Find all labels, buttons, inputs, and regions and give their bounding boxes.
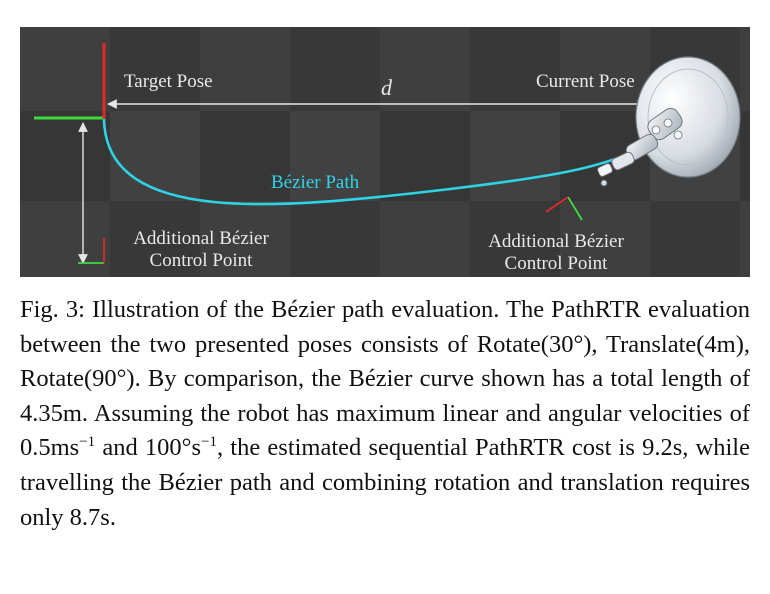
caption-superscript-1: −1 bbox=[79, 434, 96, 451]
target-pose-label: Target Pose bbox=[124, 71, 213, 92]
right-control-point-label-line1: Additional Bézier bbox=[488, 231, 624, 252]
caption-superscript-2: −1 bbox=[201, 434, 217, 451]
left-control-point-label-line1: Additional Bézier bbox=[133, 228, 269, 249]
figure-scene bbox=[20, 27, 750, 277]
figure-image: Target Pose Current Pose d Bézier Path A… bbox=[20, 27, 750, 277]
left-control-point-label-line2: Control Point bbox=[149, 250, 253, 271]
caption-text-3: , the estimated sequential PathRTR cost … bbox=[20, 434, 750, 531]
left-control-point-label: Additional Bézier Control Point bbox=[116, 228, 286, 272]
caption-text-1: Fig. 3: Illustration of the Bézier path … bbox=[20, 296, 750, 462]
robot-icon bbox=[597, 56, 741, 187]
bezier-path-label: Bézier Path bbox=[271, 172, 360, 193]
right-control-point-y-axis bbox=[545, 196, 569, 213]
right-control-point-label: Additional Bézier Control Point bbox=[466, 231, 646, 275]
right-control-point-x-axis bbox=[567, 196, 583, 221]
current-pose-label: Current Pose bbox=[536, 71, 635, 92]
bezier-path-curve bbox=[102, 118, 646, 206]
caption-text-2: and 100°s bbox=[95, 434, 202, 462]
right-control-point-label-line2: Control Point bbox=[504, 253, 608, 274]
distance-label: d bbox=[381, 75, 392, 100]
figure-caption: Fig. 3: Illustration of the Bézier path … bbox=[20, 293, 750, 535]
